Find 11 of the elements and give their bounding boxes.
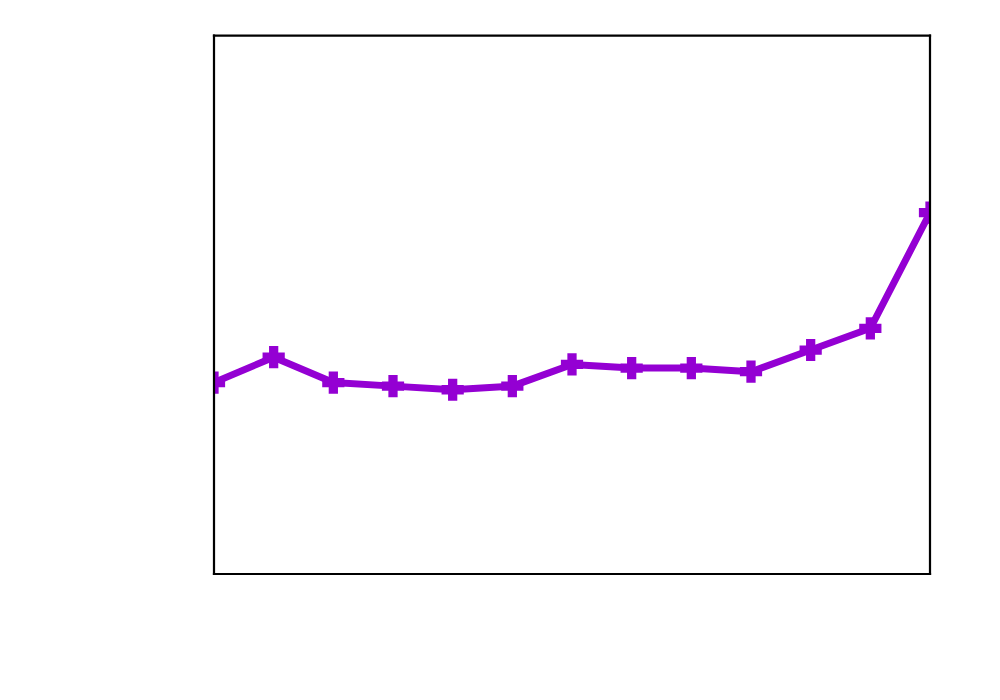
point bbox=[262, 346, 285, 369]
point bbox=[441, 378, 464, 401]
point bbox=[859, 317, 882, 340]
point bbox=[799, 338, 822, 362]
point bbox=[501, 375, 524, 398]
point bbox=[620, 356, 643, 380]
point bbox=[560, 353, 584, 376]
point bbox=[322, 371, 345, 394]
point bbox=[739, 360, 763, 383]
point bbox=[381, 375, 405, 398]
point bbox=[680, 356, 703, 380]
